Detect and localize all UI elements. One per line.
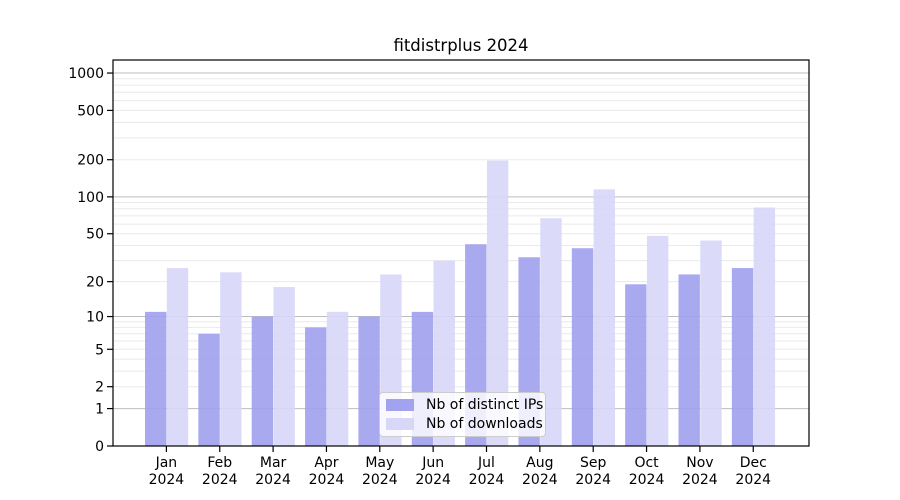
bar-distinct-ips bbox=[305, 327, 327, 446]
bar-downloads bbox=[646, 235, 669, 446]
x-tick-label-month: Jan bbox=[155, 455, 178, 471]
x-tick-label-year: 2024 bbox=[682, 472, 718, 488]
y-tick-label: 20 bbox=[86, 275, 104, 291]
y-tick-label: 200 bbox=[77, 153, 104, 169]
x-tick-label-year: 2024 bbox=[309, 472, 345, 488]
bar-downloads bbox=[753, 207, 776, 446]
x-tick-label-year: 2024 bbox=[629, 472, 665, 488]
axis-ticks bbox=[107, 72, 754, 452]
bar-distinct-ips bbox=[625, 284, 647, 446]
bar-downloads bbox=[540, 218, 562, 446]
bar-downloads bbox=[220, 272, 242, 446]
bar-distinct-ips bbox=[198, 333, 220, 446]
x-tick-label-month: Apr bbox=[314, 455, 338, 471]
x-tick-label-month: Mar bbox=[260, 455, 287, 471]
x-tick-label-year: 2024 bbox=[735, 472, 771, 488]
legend-label-distinct-ips: Nb of distinct IPs bbox=[426, 397, 544, 413]
bar-distinct-ips bbox=[358, 316, 380, 446]
y-tick-label: 5 bbox=[95, 342, 104, 358]
x-tick-label-month: Aug bbox=[526, 455, 553, 471]
legend-entry-downloads: Nb of downloads bbox=[386, 416, 543, 432]
chart-title: fitdistrplus 2024 bbox=[393, 36, 528, 55]
y-axis-labels: 0 1 2 5 10 20 50 100 200 500 1000 bbox=[68, 66, 104, 455]
bar-downloads bbox=[166, 268, 189, 446]
bar-distinct-ips bbox=[678, 274, 700, 446]
x-tick-label-year: 2024 bbox=[149, 472, 185, 488]
y-tick-label: 1000 bbox=[68, 66, 104, 82]
bar-distinct-ips bbox=[571, 248, 594, 446]
bar-distinct-ips bbox=[145, 311, 167, 446]
bar-downloads bbox=[326, 311, 349, 446]
legend-label-downloads: Nb of downloads bbox=[426, 416, 543, 432]
y-tick-label: 500 bbox=[77, 103, 104, 119]
y-tick-label: 10 bbox=[86, 310, 104, 326]
x-tick-label-month: Jun bbox=[421, 455, 444, 471]
x-tick-label-year: 2024 bbox=[202, 472, 238, 488]
legend-swatch-distinct-ips bbox=[386, 399, 414, 411]
x-tick-label-year: 2024 bbox=[255, 472, 291, 488]
y-tick-label: 2 bbox=[95, 380, 104, 396]
x-tick-label-year: 2024 bbox=[522, 472, 558, 488]
y-tick-label: 0 bbox=[95, 439, 104, 455]
x-tick-label-month: Oct bbox=[634, 455, 659, 471]
bar-downloads bbox=[593, 189, 615, 446]
y-tick-label: 50 bbox=[86, 227, 104, 243]
x-tick-label-year: 2024 bbox=[575, 472, 611, 488]
x-tick-label-year: 2024 bbox=[415, 472, 451, 488]
bar-downloads bbox=[700, 240, 722, 446]
bar-distinct-ips bbox=[731, 268, 754, 446]
bars bbox=[145, 160, 776, 446]
x-tick-label-year: 2024 bbox=[469, 472, 505, 488]
x-tick-label-month: May bbox=[365, 455, 394, 471]
y-tick-label: 1 bbox=[95, 402, 104, 418]
legend-swatch-downloads bbox=[386, 418, 414, 430]
x-tick-label-month: Jul bbox=[477, 455, 495, 471]
x-tick-label-month: Dec bbox=[740, 455, 767, 471]
bar-downloads bbox=[486, 160, 509, 446]
plot-border bbox=[112, 59, 810, 447]
legend: Nb of distinct IPs Nb of downloads bbox=[379, 392, 546, 437]
bar-downloads bbox=[273, 287, 295, 446]
y-tick-label: 100 bbox=[77, 190, 104, 206]
legend-entry-distinct-ips: Nb of distinct IPs bbox=[386, 397, 543, 413]
x-tick-label-month: Feb bbox=[207, 455, 232, 471]
x-axis-labels: Jan2024Feb2024Mar2024Apr2024May2024Jun20… bbox=[149, 455, 772, 488]
x-tick-label-month: Sep bbox=[580, 455, 607, 471]
x-tick-label-year: 2024 bbox=[362, 472, 398, 488]
bar-distinct-ips bbox=[251, 316, 274, 446]
x-tick-label-month: Nov bbox=[686, 455, 713, 471]
